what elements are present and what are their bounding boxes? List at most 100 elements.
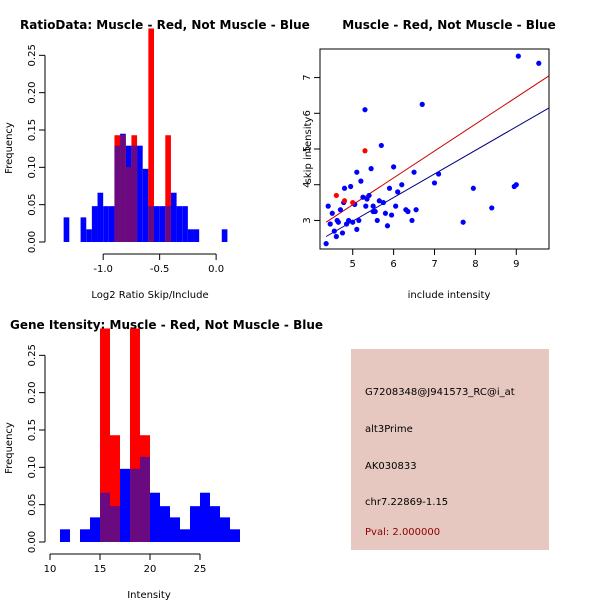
blue-point-19 xyxy=(354,226,360,232)
blue-point-1 xyxy=(323,241,329,247)
blue-bar-21 xyxy=(176,206,183,242)
overlap-bar-6 xyxy=(110,506,120,542)
scatter-panel: Muscle - Red, Not Muscle - Blue 5 6 7 8 9 3 4 5… xyxy=(302,18,556,301)
blue-point-40 xyxy=(393,203,399,209)
blue-point-42 xyxy=(399,182,405,188)
blue-bar-14 xyxy=(190,506,200,542)
blue-bar-1 xyxy=(63,217,70,242)
red-point-3 xyxy=(350,199,356,206)
intensity-histogram-panel: Gene Itensity: Muscle - Red, Not Muscle … xyxy=(4,318,323,600)
blue-bar-15 xyxy=(142,168,149,242)
scatter-y-tick-label-2: 4 xyxy=(302,182,313,188)
blue-bar-16 xyxy=(210,506,220,542)
location-text: chr7.22869-1.15 xyxy=(365,497,449,508)
blue-point-56 xyxy=(515,53,521,59)
scatter-title: Muscle - Red, Not Muscle - Blue xyxy=(342,18,556,32)
intensity-histogram-title: Gene Itensity: Muscle - Red, Not Muscle … xyxy=(10,318,323,332)
scatter-y-tick-label-4: 6 xyxy=(302,110,313,116)
blue-point-5 xyxy=(331,228,337,234)
red-bar-4 xyxy=(130,328,140,542)
y-tick-label-1: 0.00 xyxy=(27,231,38,253)
blue-bar-4 xyxy=(80,217,87,242)
blue-point-15 xyxy=(348,183,354,190)
blue-point-31 xyxy=(374,217,380,224)
blue-point-24 xyxy=(363,203,369,209)
scatter-x-tick-label-3: 7 xyxy=(431,259,437,270)
x-tick-label-2: 15 xyxy=(94,564,107,575)
blue-bar-15 xyxy=(200,492,210,542)
blue-point-14 xyxy=(346,217,352,224)
fit-line-1 xyxy=(325,75,550,223)
blue-bar-7 xyxy=(120,468,130,542)
blue-point-37 xyxy=(386,185,393,191)
blue-point-29 xyxy=(370,203,376,209)
scatter-y-tick-label-5: 7 xyxy=(302,74,313,80)
blue-bar-17 xyxy=(154,206,160,242)
blue-point-36 xyxy=(384,223,391,229)
scatter-y-tick-label-1: 3 xyxy=(302,217,313,223)
blue-bar-12 xyxy=(170,517,180,542)
blue-point-47 xyxy=(413,207,419,213)
probe-id-text: G7208348@J941573_RC@i_at xyxy=(365,387,515,398)
blue-point-22 xyxy=(360,194,366,200)
overlap-bar-9 xyxy=(140,456,150,542)
blue-point-41 xyxy=(395,189,401,195)
y-tick-label-2: 0.05 xyxy=(27,194,38,216)
blue-bar-18 xyxy=(159,206,166,242)
blue-point-39 xyxy=(391,164,397,170)
blue-bar-14 xyxy=(137,145,143,242)
scatter-y-tick-label-3: 5 xyxy=(302,146,313,152)
blue-point-27 xyxy=(368,166,374,172)
blue-point-21 xyxy=(358,178,364,184)
x-tick-label-1: 10 xyxy=(44,564,57,575)
ratio-histogram-title: RatioData: Muscle - Red, Not Muscle - Bl… xyxy=(20,18,310,32)
blue-point-16 xyxy=(350,219,356,225)
overlap-bar-10 xyxy=(114,145,121,242)
pval-text: Pval: 2.000000 xyxy=(365,527,441,538)
blue-point-20 xyxy=(356,217,362,224)
overlap-bar-16 xyxy=(148,206,154,242)
scatter-ylabel: skip intensity xyxy=(303,117,314,184)
blue-point-44 xyxy=(405,208,411,215)
blue-point-23 xyxy=(362,107,368,113)
blue-point-50 xyxy=(435,171,442,177)
x-tick-label-3: 0.0 xyxy=(208,264,224,275)
blue-point-46 xyxy=(411,169,417,175)
red-bar-1 xyxy=(100,328,110,542)
scatter-plot-frame xyxy=(319,48,550,250)
blue-point-52 xyxy=(470,185,476,191)
intensity-histogram-ylabel: Frequency xyxy=(4,422,15,474)
y-tick-label-4: 0.15 xyxy=(27,119,38,141)
overlap-bar-5 xyxy=(100,492,110,542)
blue-bar-6 xyxy=(91,206,98,242)
blue-point-45 xyxy=(409,217,415,224)
y-tick-label-1: 0.00 xyxy=(27,531,38,553)
overlap-bar-12 xyxy=(125,167,132,242)
blue-bar-11 xyxy=(160,506,170,542)
blue-point-35 xyxy=(382,210,389,216)
blue-point-18 xyxy=(354,169,360,175)
red-point-1 xyxy=(333,192,339,199)
x-tick-label-3: 20 xyxy=(144,564,157,575)
blue-point-51 xyxy=(460,219,466,225)
x-tick-label-4: 25 xyxy=(194,564,207,575)
blue-bar-24 xyxy=(193,229,200,242)
blue-bar-23 xyxy=(187,229,194,242)
blue-point-12 xyxy=(341,185,348,191)
red-point-4 xyxy=(362,148,368,154)
blue-bar-18 xyxy=(230,529,240,542)
y-tick-label-5: 0.20 xyxy=(27,82,38,104)
blue-bar-8 xyxy=(103,206,109,242)
blue-bar-7 xyxy=(97,192,104,242)
accession-text: AK030833 xyxy=(365,461,417,472)
blue-point-6 xyxy=(333,233,339,240)
blue-point-33 xyxy=(378,142,384,149)
overlap-bar-11 xyxy=(120,135,126,242)
scatter-xlabel: include intensity xyxy=(408,290,491,301)
ratio-histogram-xlabel: Log2 Ratio Skip/Include xyxy=(91,290,208,301)
y-tick-label-6: 0.25 xyxy=(27,344,38,366)
scatter-x-tick-label-2: 6 xyxy=(390,259,396,270)
blue-bar-5 xyxy=(86,229,92,242)
